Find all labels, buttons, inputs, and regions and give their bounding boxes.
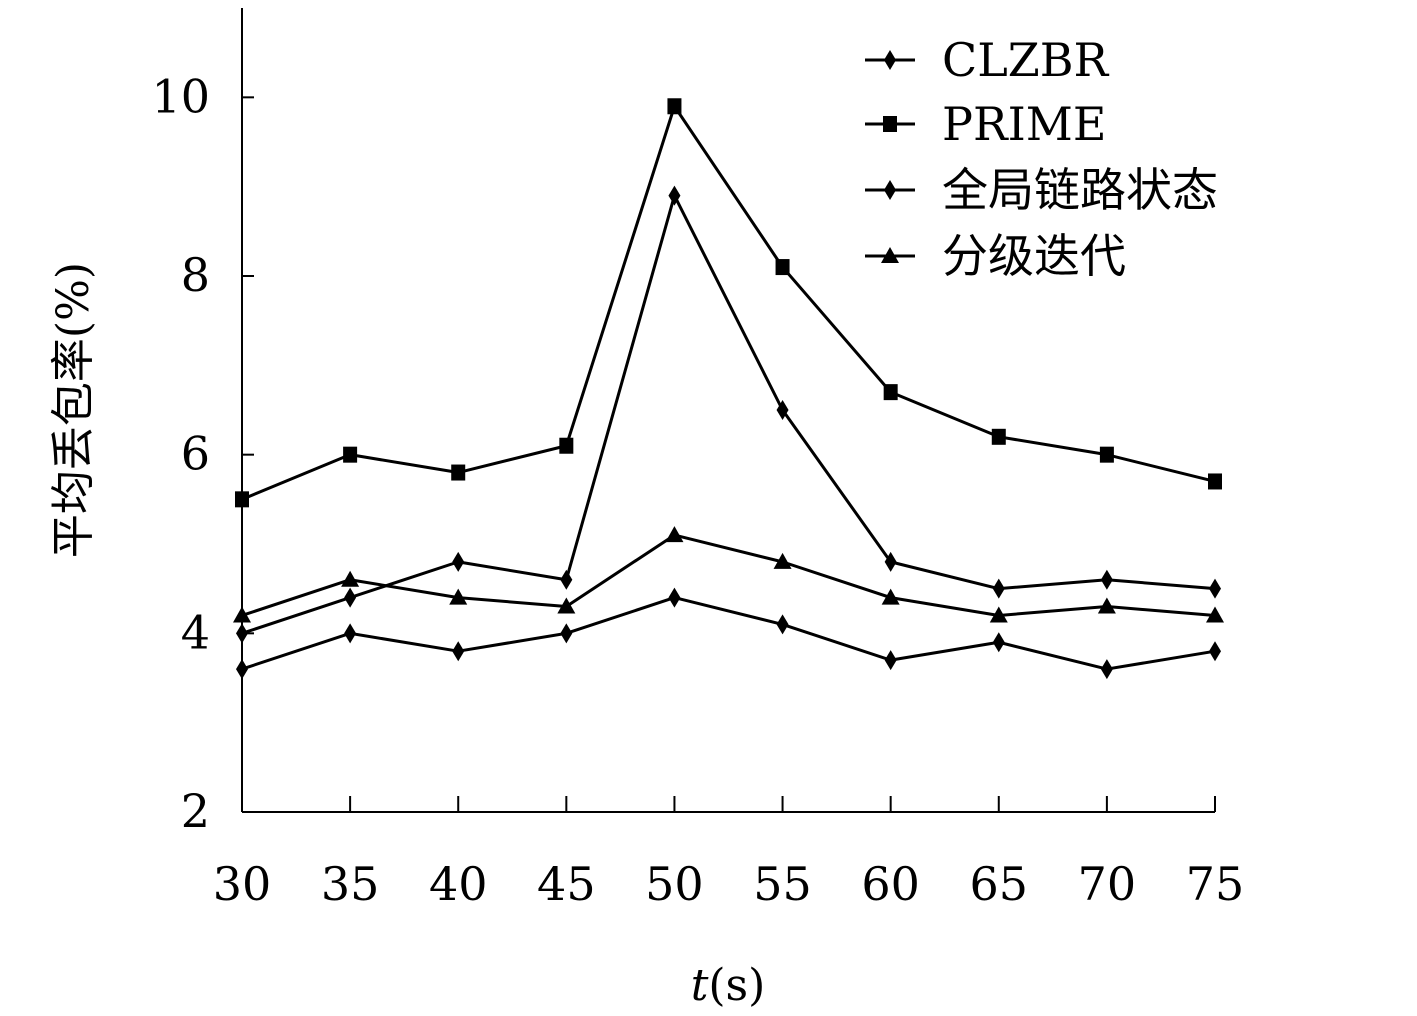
x-tick-label: 70 (1078, 857, 1137, 911)
legend-item: PRIME (865, 97, 1106, 151)
data-point (668, 587, 681, 608)
x-axis-unit: (s) (708, 960, 765, 1011)
legend-label: 全局链路状态 (942, 163, 1218, 217)
series-line (241, 533, 1216, 617)
data-point (343, 446, 358, 463)
data-point (451, 464, 466, 481)
data-point (1099, 446, 1114, 463)
legend-item: CLZBR (865, 33, 1110, 87)
x-tick-label: 35 (321, 857, 380, 911)
data-point (1206, 606, 1224, 623)
series-4 (233, 526, 1224, 623)
data-point (344, 623, 357, 644)
data-point (881, 588, 900, 605)
data-point (884, 551, 897, 572)
data-point (557, 597, 576, 614)
data-point (449, 588, 468, 605)
series-line (241, 104, 1216, 501)
series-layer (233, 98, 1224, 680)
legend-item: 分级迭代 (865, 229, 1126, 283)
data-point (341, 570, 360, 587)
x-tick-label: 60 (861, 857, 920, 911)
y-tick-label: 8 (181, 248, 210, 302)
data-point (668, 185, 681, 206)
series-1 (236, 587, 1221, 680)
data-point (884, 650, 897, 671)
y-tick-label: 6 (181, 427, 210, 481)
data-point (773, 552, 792, 569)
y-tick-label: 2 (181, 784, 210, 838)
data-point (883, 384, 898, 401)
data-point (1097, 597, 1116, 614)
data-point (559, 437, 574, 454)
x-tick-label: 55 (753, 857, 812, 911)
x-tick-label: 65 (970, 857, 1029, 911)
data-point (992, 578, 1005, 599)
data-point (560, 623, 573, 644)
data-point (992, 632, 1005, 653)
data-point (1100, 659, 1113, 680)
x-axis-label: t(s) (691, 960, 766, 1011)
data-point (235, 491, 249, 508)
axes: 2 4 6 8 10 30 35 40 45 50 55 60 65 70 75 (151, 8, 1244, 911)
x-tick-label: 30 (213, 857, 272, 911)
x-tick-label: 75 (1186, 857, 1245, 911)
data-point (667, 98, 682, 115)
series-2 (235, 98, 1222, 508)
data-point (233, 606, 251, 623)
x-tick-label: 40 (429, 857, 488, 911)
data-point (775, 259, 790, 276)
data-point (776, 400, 789, 420)
data-point (665, 526, 684, 543)
legend-label: PRIME (942, 97, 1106, 151)
data-point (236, 623, 248, 644)
x-axis-variable: t (691, 960, 709, 1011)
series-line (241, 596, 1216, 671)
legend-label: 分级迭代 (942, 229, 1126, 283)
data-point (776, 614, 789, 635)
data-point (236, 659, 248, 680)
y-axis-label: 平均丢包率(%) (48, 262, 99, 558)
legend-item: 全局链路状态 (865, 163, 1218, 217)
legend-marker (881, 247, 899, 263)
data-point (1100, 569, 1113, 590)
legend-marker (884, 180, 896, 200)
data-point (1209, 641, 1221, 662)
y-tick-label: 10 (151, 69, 210, 123)
data-point (1208, 473, 1222, 490)
data-point (989, 606, 1008, 623)
legend-marker (883, 116, 897, 132)
series-line (241, 194, 1216, 635)
data-point (452, 641, 465, 662)
x-tick-label: 45 (537, 857, 596, 911)
x-tick-label: 50 (645, 857, 704, 911)
legend-marker (884, 50, 896, 70)
series-3 (236, 185, 1221, 644)
data-point (560, 569, 573, 590)
data-point (344, 587, 357, 608)
legend-label: CLZBR (942, 33, 1110, 87)
data-point (452, 551, 465, 572)
data-point (991, 428, 1006, 445)
data-point (1209, 578, 1221, 599)
y-tick-label: 4 (181, 605, 210, 659)
